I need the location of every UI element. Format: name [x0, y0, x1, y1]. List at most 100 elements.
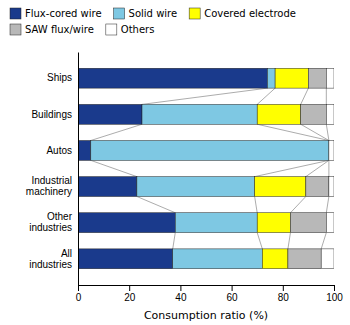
bar — [326, 104, 334, 124]
tick: 20 — [124, 285, 136, 303]
legend-swatch — [10, 8, 21, 19]
series — [255, 68, 309, 268]
connector — [257, 124, 329, 140]
connector — [328, 160, 329, 176]
tick-label: Allindustries — [29, 248, 72, 270]
bar — [257, 104, 301, 124]
legend-label: Solid wire — [129, 8, 178, 19]
tick-mark — [283, 285, 284, 291]
bar — [329, 141, 334, 161]
tick-label: 100 — [326, 292, 343, 303]
legend-swatch — [189, 8, 200, 19]
tick-label: 20 — [124, 292, 136, 303]
bar — [329, 177, 334, 197]
chart: 0 20 40 60 80 100 Ships Buildings Autos Industria… — [0, 0, 350, 325]
tick-label: Industrialmachinery — [26, 175, 72, 197]
bar — [78, 249, 173, 269]
tick: 60 — [227, 285, 239, 303]
tick-label: 80 — [278, 292, 290, 303]
bar — [78, 68, 267, 88]
bar — [267, 68, 275, 88]
tick: 0 — [76, 285, 82, 303]
connector — [326, 196, 329, 212]
legend-item: Flux-cored wire — [10, 8, 102, 19]
bar — [175, 213, 257, 233]
bar — [78, 213, 175, 233]
tick-mark — [180, 285, 181, 291]
bar — [326, 68, 334, 88]
connector — [91, 124, 142, 140]
tick: Otherindustries — [29, 211, 72, 233]
connector — [255, 196, 258, 212]
bar — [288, 249, 321, 269]
tick-label: 60 — [227, 292, 239, 303]
bar — [78, 141, 91, 161]
connector — [288, 233, 291, 249]
bar — [142, 104, 257, 124]
marks — [78, 68, 334, 268]
connector — [173, 233, 176, 249]
bar — [257, 213, 290, 233]
legend-label: Others — [121, 24, 155, 35]
connector — [301, 124, 329, 140]
connector — [326, 88, 327, 104]
tick-label: Autos — [46, 145, 72, 156]
connector — [91, 160, 137, 176]
bar — [306, 177, 329, 197]
axis-line — [78, 53, 79, 286]
connector — [257, 88, 275, 104]
tick: 80 — [278, 285, 290, 303]
legend-item: Covered electrode — [189, 8, 296, 19]
legend-item: Solid wire — [114, 8, 178, 19]
tick-mark — [129, 285, 130, 291]
legend: Flux-cored wire Solid wire Covered electro… — [10, 8, 296, 35]
connector — [326, 124, 329, 140]
bar — [91, 141, 329, 161]
bar — [275, 68, 308, 88]
bar — [78, 177, 137, 197]
legend-swatch — [10, 24, 21, 35]
legend-swatch — [106, 24, 117, 35]
legend-item: Others — [106, 24, 155, 35]
tick: Allindustries — [29, 248, 72, 270]
tick-label: 0 — [76, 292, 82, 303]
bar — [290, 213, 326, 233]
tick-mark — [78, 285, 79, 291]
bar — [137, 177, 255, 197]
bar — [321, 249, 334, 269]
bar — [262, 249, 288, 269]
bar — [255, 177, 306, 197]
tick: 40 — [175, 285, 187, 303]
connector — [301, 88, 309, 104]
connector — [306, 160, 329, 176]
bar — [308, 68, 326, 88]
series — [321, 68, 334, 268]
legend-label: Flux-cored wire — [25, 8, 102, 19]
tick-label: Otherindustries — [29, 211, 72, 233]
tick-label: Ships — [47, 72, 72, 83]
tick: 100 — [326, 285, 343, 303]
legend-swatch — [114, 8, 125, 19]
x-axis: 0 20 40 60 80 100 — [76, 285, 344, 303]
tick: Buildings — [31, 109, 72, 120]
series — [288, 68, 329, 268]
series — [91, 68, 329, 268]
bar — [326, 213, 334, 233]
legend-label: Covered electrode — [204, 8, 296, 19]
plot-area: 0 20 40 60 80 100 Ships Buildings Autos Industria… — [26, 53, 343, 304]
connector — [321, 233, 326, 249]
legend-item: SAW flux/wire — [10, 24, 94, 35]
tick-label: 40 — [175, 292, 187, 303]
axis-title: Consumption ratio (%) — [144, 309, 268, 322]
tick-mark — [232, 285, 233, 291]
tick: Autos — [46, 145, 72, 156]
legend-label: SAW flux/wire — [25, 24, 94, 35]
axis-line — [79, 286, 335, 292]
connector — [142, 88, 267, 104]
y-axis: Ships Buildings Autos Industrialmachinery Ot… — [26, 53, 79, 286]
bar — [301, 104, 327, 124]
bar — [78, 104, 142, 124]
tick: Ships — [47, 72, 72, 83]
tick: Industrialmachinery — [26, 175, 72, 197]
bar — [173, 249, 263, 269]
